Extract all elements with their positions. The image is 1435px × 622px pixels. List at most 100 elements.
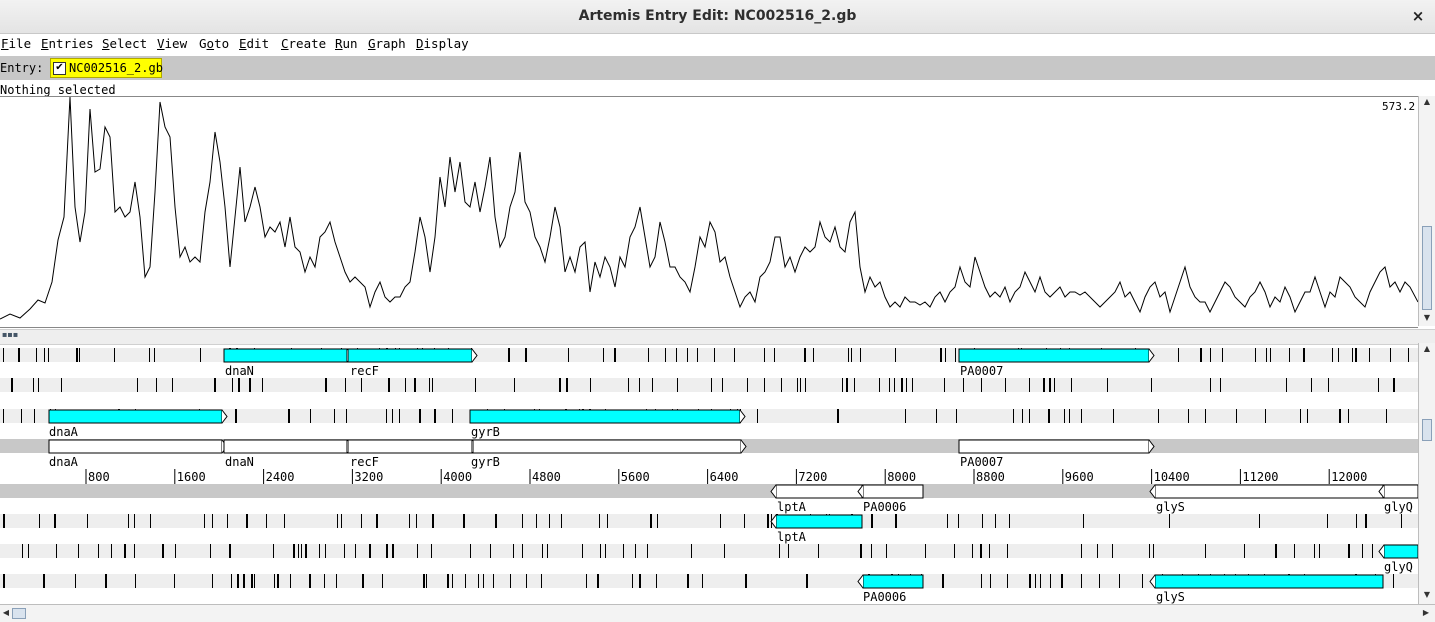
stop-codon-mark (324, 574, 325, 588)
stop-codon-mark (813, 348, 814, 362)
feature-dnaA[interactable] (48, 409, 223, 424)
feature-arrow[interactable] (1378, 484, 1385, 499)
label-strand-dnaN: dnaN (225, 455, 254, 469)
menu-select[interactable]: Select (102, 36, 148, 51)
menu-entries[interactable]: Entries (41, 36, 94, 51)
feature-glyS-strand[interactable] (1154, 484, 1384, 499)
feature-arrow[interactable] (1149, 484, 1156, 499)
feature-glyS[interactable] (1154, 574, 1384, 589)
stop-codon-mark (1081, 574, 1082, 588)
feature-arrow[interactable] (857, 574, 864, 589)
feature-display[interactable]: 800 1600 2400 3200 4000 4800 5600 6400 7200 8000 8… (0, 343, 1418, 605)
stop-codon-mark (212, 574, 213, 588)
stop-codon-mark (806, 574, 808, 588)
stop-codon-mark (1099, 574, 1100, 588)
feature-arrow[interactable] (857, 484, 864, 499)
stop-codon-mark (691, 544, 692, 558)
stop-codon-mark (1408, 348, 1409, 362)
stop-codon-mark (652, 378, 653, 392)
scroll-down-icon[interactable]: ▼ (1423, 590, 1431, 599)
stop-codon-mark (525, 348, 527, 362)
feature-scrollbar[interactable]: ▲ ▼ (1418, 343, 1435, 604)
menu-create[interactable]: Create (281, 36, 327, 51)
feature-dnaN[interactable] (223, 348, 348, 363)
stop-codon-mark (1390, 348, 1391, 362)
feature-arrow[interactable] (221, 409, 228, 424)
feature-glyQ-strand[interactable] (1383, 484, 1418, 499)
stop-codon-mark (1401, 514, 1402, 528)
scroll-left-icon[interactable]: ◀ (2, 608, 10, 617)
feature-lptA[interactable] (775, 514, 863, 529)
stop-codon-mark (334, 409, 335, 423)
feature-PA0006-strand[interactable] (862, 484, 924, 499)
stop-codon-mark (860, 544, 862, 558)
stop-codon-mark (764, 378, 765, 392)
scroll-up-icon[interactable]: ▲ (1423, 97, 1431, 106)
feature-arrow[interactable] (1148, 439, 1155, 454)
horizontal-scrollbar[interactable]: ◀ ▶ (0, 604, 1435, 622)
feature-recF[interactable] (347, 348, 473, 363)
stop-codon-mark (214, 378, 216, 392)
stop-codon-mark (1355, 348, 1357, 362)
feature-gyrB-strand[interactable] (472, 439, 742, 454)
scroll-right-icon[interactable]: ▶ (1422, 608, 1430, 617)
stop-codon-mark (1149, 544, 1150, 558)
scroll-down-icon[interactable]: ▼ (1423, 313, 1431, 322)
menu-view[interactable]: View (157, 36, 188, 51)
stop-codon-mark (1029, 409, 1030, 423)
menu-graph[interactable]: Graph (368, 36, 406, 51)
stop-codon-mark (747, 378, 748, 392)
stop-codon-mark (1270, 348, 1271, 362)
divider-grip-icon[interactable]: ▪▪▪ (2, 330, 19, 339)
menu-edit[interactable]: Edit (239, 36, 270, 51)
scroll-up-icon[interactable]: ▲ (1423, 344, 1431, 353)
menu-goto[interactable]: Goto (199, 36, 230, 51)
menu-run[interactable]: Run (335, 36, 358, 51)
stop-codon-mark (541, 574, 542, 588)
close-icon[interactable]: × (1411, 7, 1425, 25)
feature-dnaN-strand[interactable] (223, 439, 348, 454)
stop-codon-mark (174, 574, 175, 588)
stop-codon-mark (542, 544, 543, 558)
feature-glyQ[interactable] (1383, 544, 1418, 559)
feature-PA0007-strand[interactable] (958, 439, 1150, 454)
feature-dnaA-strand[interactable] (48, 439, 223, 454)
feature-arrow[interactable] (739, 409, 746, 424)
ruler-tick-label: 800 (88, 470, 110, 484)
graph-scroll-thumb[interactable] (1422, 226, 1432, 310)
feature-arrow[interactable] (471, 348, 478, 363)
split-divider[interactable]: ▪▪▪ (0, 329, 1435, 345)
stop-codon-mark (1365, 514, 1367, 528)
stop-codon-mark (392, 409, 393, 423)
feature-recF-strand[interactable] (347, 439, 473, 454)
feature-PA0006[interactable] (862, 574, 924, 589)
feature-arrow[interactable] (770, 514, 777, 529)
graph-scrollbar[interactable]: ▲ ▼ (1418, 96, 1435, 326)
feature-arrow[interactable] (740, 439, 747, 454)
menu-display[interactable]: Display (416, 36, 469, 51)
menu-file[interactable]: File (1, 36, 32, 51)
label-strand-recF: recF (350, 455, 379, 469)
stop-codon-mark (212, 514, 213, 528)
stop-codon-mark (650, 514, 652, 528)
graph-panel[interactable] (0, 96, 1419, 328)
feature-gyrB[interactable] (469, 409, 741, 424)
feature-arrow[interactable] (1149, 574, 1156, 589)
feature-lptA-strand[interactable] (775, 484, 863, 499)
stop-codon-mark (906, 378, 907, 392)
feature-arrow[interactable] (1148, 348, 1155, 363)
stop-codon-mark (1178, 348, 1179, 362)
stop-codon-mark (493, 574, 494, 588)
entry-name[interactable]: NC002516_2.gb (69, 61, 163, 75)
feature-arrow[interactable] (770, 484, 777, 499)
feature-PA0007[interactable] (958, 348, 1150, 363)
entry-checkbox[interactable]: ✔ (53, 62, 66, 75)
feature-scroll-thumb[interactable] (1422, 419, 1432, 441)
stop-codon-mark (510, 574, 511, 588)
horizontal-scroll-thumb[interactable] (12, 608, 26, 619)
stop-codon-mark (1081, 544, 1082, 558)
stop-codon-mark (1151, 378, 1152, 392)
entry-toggle[interactable] (50, 58, 162, 78)
feature-arrow[interactable] (1378, 544, 1385, 559)
stop-codon-mark (341, 514, 342, 528)
